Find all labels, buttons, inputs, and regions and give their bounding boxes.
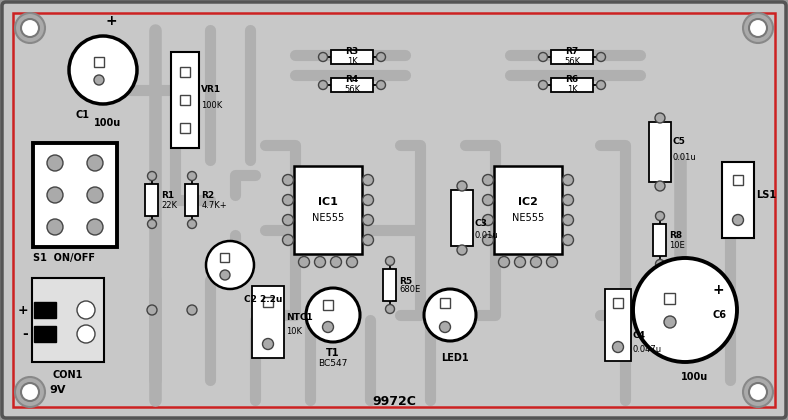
Circle shape: [563, 174, 574, 186]
Bar: [613, 298, 623, 308]
Text: VR1: VR1: [201, 86, 221, 94]
Bar: [649, 122, 671, 182]
Bar: [221, 252, 229, 262]
Circle shape: [385, 304, 395, 313]
Bar: [34, 326, 56, 342]
Circle shape: [362, 194, 374, 205]
Circle shape: [457, 181, 467, 191]
Circle shape: [597, 52, 605, 61]
Bar: [294, 166, 362, 254]
Text: C4: C4: [633, 331, 646, 339]
Text: +: +: [105, 14, 117, 28]
Circle shape: [538, 81, 548, 89]
Circle shape: [21, 383, 39, 401]
Text: C3: C3: [475, 218, 488, 228]
Text: NE555: NE555: [512, 213, 545, 223]
Circle shape: [743, 377, 773, 407]
Circle shape: [87, 155, 103, 171]
Bar: [171, 52, 199, 148]
Text: 56K: 56K: [344, 85, 360, 94]
Bar: [605, 289, 631, 361]
Text: 680E: 680E: [400, 286, 421, 294]
Bar: [331, 50, 373, 64]
Circle shape: [424, 289, 476, 341]
Circle shape: [482, 234, 493, 246]
Circle shape: [664, 316, 676, 328]
Text: 4.7K+: 4.7K+: [202, 200, 227, 210]
Circle shape: [385, 257, 395, 265]
Circle shape: [612, 341, 623, 352]
Circle shape: [188, 171, 196, 181]
Circle shape: [21, 19, 39, 37]
Circle shape: [147, 220, 157, 228]
Circle shape: [530, 257, 541, 268]
Circle shape: [362, 234, 374, 246]
Bar: [32, 278, 104, 362]
Bar: [722, 162, 754, 238]
Text: R6: R6: [566, 75, 578, 84]
Circle shape: [538, 52, 548, 61]
Circle shape: [347, 257, 358, 268]
Text: C6: C6: [713, 310, 727, 320]
Circle shape: [457, 245, 467, 255]
Circle shape: [187, 305, 197, 315]
Circle shape: [655, 113, 665, 123]
Bar: [252, 286, 284, 358]
Text: CON1: CON1: [53, 370, 84, 380]
Text: R2: R2: [202, 192, 214, 200]
Circle shape: [482, 174, 493, 186]
Circle shape: [515, 257, 526, 268]
Text: C5: C5: [673, 137, 686, 147]
Text: 0.01u: 0.01u: [475, 231, 499, 241]
Circle shape: [377, 52, 385, 61]
Circle shape: [749, 383, 767, 401]
Bar: [664, 292, 675, 304]
Bar: [384, 269, 396, 301]
Text: IC2: IC2: [518, 197, 538, 207]
Text: C1: C1: [76, 110, 90, 120]
Text: 100K: 100K: [201, 100, 222, 110]
Bar: [494, 166, 562, 254]
Circle shape: [220, 270, 230, 280]
Circle shape: [655, 181, 665, 191]
Bar: [551, 78, 593, 92]
Circle shape: [318, 52, 328, 61]
Circle shape: [482, 215, 493, 226]
Circle shape: [563, 215, 574, 226]
Circle shape: [499, 257, 510, 268]
Text: IC1: IC1: [318, 197, 338, 207]
Text: R7: R7: [565, 47, 578, 56]
Text: R4: R4: [345, 75, 359, 84]
Circle shape: [563, 194, 574, 205]
Bar: [180, 95, 190, 105]
Text: +: +: [713, 283, 725, 297]
Circle shape: [47, 219, 63, 235]
Text: R1: R1: [162, 192, 175, 200]
Circle shape: [733, 215, 744, 226]
Bar: [440, 298, 450, 308]
Text: 10K: 10K: [286, 328, 302, 336]
Text: -: -: [22, 327, 28, 341]
Bar: [185, 184, 199, 216]
Circle shape: [206, 241, 254, 289]
Circle shape: [482, 194, 493, 205]
Text: 9V: 9V: [50, 385, 66, 395]
Circle shape: [77, 325, 95, 343]
Circle shape: [563, 234, 574, 246]
Circle shape: [69, 36, 137, 104]
Bar: [551, 50, 593, 64]
Circle shape: [147, 171, 157, 181]
Bar: [331, 78, 373, 92]
Circle shape: [633, 258, 737, 362]
Text: 9972C: 9972C: [372, 395, 416, 408]
Circle shape: [283, 215, 293, 226]
Bar: [94, 57, 104, 67]
Text: 0.047u: 0.047u: [633, 346, 662, 354]
Text: 100u: 100u: [682, 372, 708, 382]
Text: NE555: NE555: [312, 213, 344, 223]
Bar: [653, 224, 667, 256]
Text: +: +: [17, 304, 28, 317]
Circle shape: [322, 321, 333, 333]
Circle shape: [262, 339, 273, 349]
